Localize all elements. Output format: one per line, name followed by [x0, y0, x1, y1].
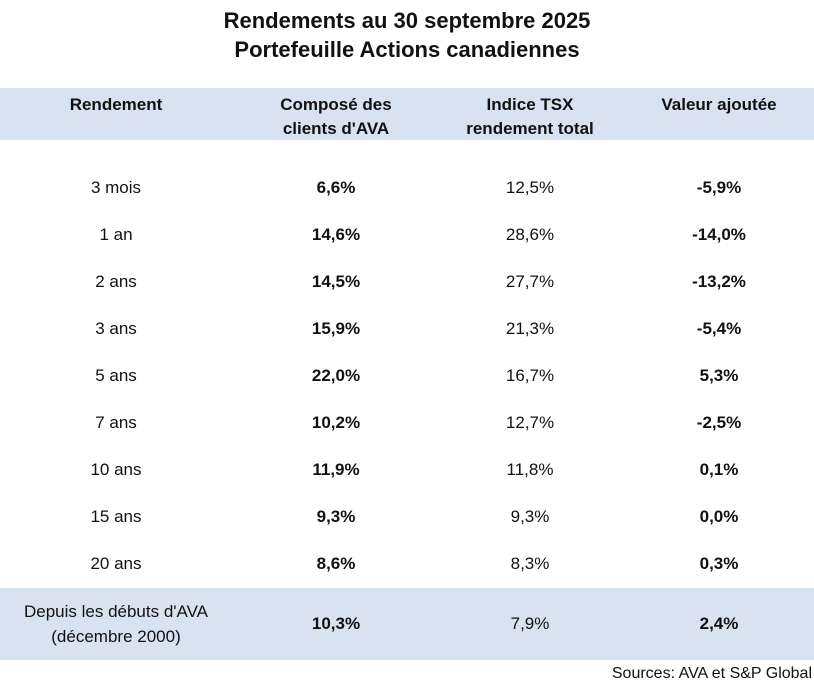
- row-index-return: 28,6%: [505, 225, 555, 244]
- header-index-line-2: rendement total: [466, 119, 594, 138]
- table-row: 10 ans 11,9% 11,8% 0,1%: [0, 446, 814, 493]
- table-header: Rendement Composé des clients d'AVA Indi…: [0, 88, 814, 140]
- row-index-return: 12,5%: [505, 178, 555, 197]
- since-inception-label-line-1: Depuis les débuts d'AVA: [23, 602, 209, 621]
- row-period: 5 ans: [95, 366, 137, 385]
- row-index-return: 9,3%: [510, 507, 550, 526]
- row-value-added: -5,9%: [696, 178, 742, 197]
- row-period: 15 ans: [90, 507, 142, 526]
- table-row: 15 ans 9,3% 9,3% 0,0%: [0, 493, 814, 540]
- header-period: Rendement: [18, 93, 214, 117]
- header-index: Indice TSX rendement total: [432, 93, 628, 141]
- table-row: 5 ans 22,0% 16,7% 5,3%: [0, 352, 814, 399]
- header-index-line-1: Indice TSX: [486, 95, 574, 114]
- row-value-added: 0,0%: [699, 507, 739, 526]
- header-client: Composé des clients d'AVA: [236, 93, 436, 141]
- row-value-added: -5,4%: [696, 319, 742, 338]
- row-index-return: 27,7%: [505, 272, 555, 291]
- row-client-return: 6,6%: [316, 178, 356, 197]
- row-value-added: -13,2%: [692, 272, 746, 291]
- row-client-return: 8,6%: [316, 554, 356, 573]
- row-value-added: -14,0%: [692, 225, 746, 244]
- row-period: 3 mois: [90, 178, 142, 197]
- row-period: 3 ans: [95, 319, 137, 338]
- header-value-added: Valeur ajoutée: [622, 93, 814, 117]
- row-client-return: 11,9%: [312, 460, 360, 479]
- table-row: 2 ans 14,5% 27,7% -13,2%: [0, 258, 814, 305]
- row-client-return: 22,0%: [311, 366, 361, 385]
- row-client-return: 14,5%: [311, 272, 361, 291]
- row-period: 1 an: [99, 225, 133, 244]
- table-row: 3 mois 6,6% 12,5% -5,9%: [0, 164, 814, 211]
- since-inception-index-return: 7,9%: [510, 614, 550, 633]
- since-inception-value-added: 2,4%: [699, 614, 739, 633]
- since-inception-label-line-2: (décembre 2000): [51, 627, 181, 646]
- header-client-line-1: Composé des: [280, 95, 392, 114]
- row-index-return: 12,7%: [505, 413, 555, 432]
- since-inception-client-return: 10,3%: [311, 614, 361, 633]
- table-row: 1 an 14,6% 28,6% -14,0%: [0, 211, 814, 258]
- table-row: 7 ans 10,2% 12,7% -2,5%: [0, 399, 814, 446]
- source-note: Sources: AVA et S&P Global: [611, 665, 812, 682]
- header-value-added-label: Valeur ajoutée: [661, 95, 777, 114]
- row-index-return: 8,3%: [510, 554, 550, 573]
- row-client-return: 14,6%: [311, 225, 361, 244]
- row-period: 7 ans: [95, 413, 137, 432]
- since-inception-row: Depuis les débuts d'AVA (décembre 2000) …: [0, 588, 814, 660]
- row-client-return: 15,9%: [311, 319, 361, 338]
- table-row: 20 ans 8,6% 8,3% 0,3%: [0, 540, 814, 587]
- row-value-added: -2,5%: [696, 413, 742, 432]
- table-row: 3 ans 15,9% 21,3% -5,4%: [0, 305, 814, 352]
- row-period: 20 ans: [90, 554, 142, 573]
- title-line-2: Portefeuille Actions canadiennes: [234, 37, 580, 62]
- row-index-return: 21,3%: [505, 319, 555, 338]
- row-period: 2 ans: [95, 272, 137, 291]
- page-title: Rendements au 30 septembre 2025 Portefeu…: [0, 6, 814, 64]
- row-index-return: 11,8%: [506, 460, 554, 479]
- row-value-added: 0,3%: [699, 554, 739, 573]
- row-period: 10 ans: [90, 460, 142, 479]
- row-value-added: 0,1%: [699, 460, 739, 479]
- row-value-added: 5,3%: [699, 366, 739, 385]
- title-line-1: Rendements au 30 septembre 2025: [223, 8, 591, 33]
- header-client-line-2: clients d'AVA: [282, 119, 390, 138]
- since-inception-label: Depuis les débuts d'AVA (décembre 2000): [0, 599, 232, 649]
- row-client-return: 10,2%: [311, 413, 361, 432]
- row-index-return: 16,7%: [505, 366, 555, 385]
- header-period-label: Rendement: [69, 95, 163, 114]
- row-client-return: 9,3%: [316, 507, 356, 526]
